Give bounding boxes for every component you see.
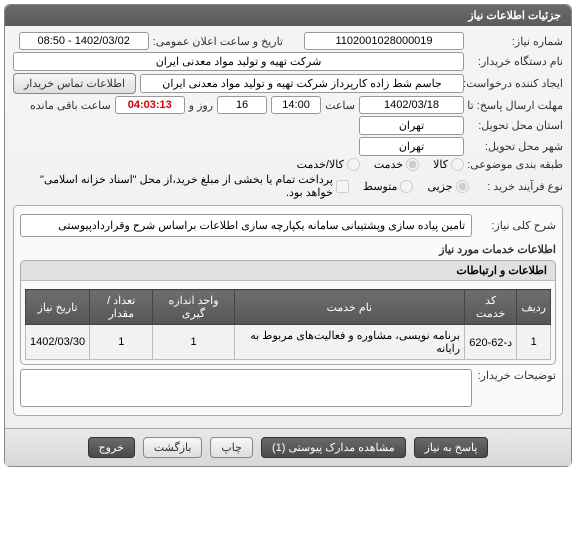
deadline-time: 14:00 [271, 96, 321, 114]
radio-both-label: کالا/خدمت [297, 158, 344, 171]
remain-label: ساعت باقی مانده [30, 99, 111, 112]
radio-motevaset-label: متوسط [363, 180, 398, 193]
buyer-notes-label: توضیحات خریدار: [476, 369, 556, 382]
table-row[interactable]: 1 د-62-620 برنامه نویسی، مشاوره و فعالیت… [26, 325, 551, 360]
comm-header: اطلاعات و ارتباطات [21, 261, 555, 281]
need-no-value: 1102001028000019 [304, 32, 464, 50]
th-name: نام خدمت [234, 290, 464, 325]
td-code: د-62-620 [465, 325, 517, 360]
th-row: ردیف [517, 290, 551, 325]
announce-label: تاریخ و ساعت اعلان عمومی: [153, 35, 283, 48]
td-qty: 1 [90, 325, 153, 360]
services-label: اطلاعات خدمات مورد نیاز [439, 244, 556, 256]
announce-value: 1402/03/02 - 08:50 [19, 32, 149, 50]
desc-title-text: تامین پیاده سازی وپشتیبانی سامانه یکپارچ… [20, 214, 472, 237]
radio-khadamat[interactable]: خدمت [374, 158, 419, 171]
reply-button[interactable]: پاسخ به نیاز [414, 437, 489, 458]
td-unit: 1 [153, 325, 234, 360]
panel-title: جزئیات اطلاعات نیاز [5, 5, 571, 26]
province-label: استان محل تحویل: [468, 119, 563, 132]
city-value: تهران [359, 137, 464, 156]
radio-motevaset[interactable]: متوسط [363, 180, 414, 193]
days-value: 16 [217, 96, 267, 114]
creator-label: ایجاد کننده درخواست: [468, 77, 563, 90]
print-button[interactable]: چاپ [210, 437, 253, 458]
desc-title-label: شرح کلی نیاز: [476, 219, 556, 232]
radio-khadamat-label: خدمت [374, 158, 403, 171]
time-label-1: ساعت [325, 99, 355, 112]
province-value: تهران [359, 116, 464, 135]
note-label: پرداخت تمام یا بخشی از مبلغ خرید،از محل … [13, 173, 333, 199]
td-row: 1 [517, 325, 551, 360]
city-label: شهر محل تحویل: [468, 140, 563, 153]
process-label: نوع فرآیند خرید : [473, 180, 563, 193]
services-table: ردیف کد خدمت نام خدمت واحد اندازه گیری ت… [25, 289, 551, 360]
buyer-org-value: شرکت تهیه و تولید مواد معدنی ایران [13, 52, 464, 71]
class-label: طبقه بندی موضوعی: [468, 158, 563, 171]
action-bar: پاسخ به نیاز مشاهده مدارک پیوستی (1) چاپ… [5, 428, 571, 466]
radio-kala-label: کالا [433, 158, 448, 171]
th-code: کد خدمت [465, 290, 517, 325]
td-date: 1402/03/30 [26, 325, 90, 360]
creator-value: جاسم شط زاده کارپرداز شرکت تهیه و تولید … [140, 74, 464, 93]
th-unit: واحد اندازه گیری [153, 290, 234, 325]
td-name: برنامه نویسی، مشاوره و فعالیت‌های مربوط … [234, 325, 464, 360]
countdown-timer: 04:03:13 [115, 96, 185, 114]
th-qty: تعداد / مقدار [90, 290, 153, 325]
process-radio-group: جزیی متوسط پرداخت تمام یا بخشی از مبلغ خ… [13, 173, 469, 199]
panel-body: شماره نیاز: 1102001028000019 تاریخ و ساع… [5, 26, 571, 428]
radio-kala[interactable]: کالا [433, 158, 464, 171]
radio-jozi[interactable]: جزیی [427, 180, 468, 193]
class-radio-group: کالا خدمت کالا/خدمت [297, 158, 464, 171]
back-button[interactable]: بازگشت [143, 437, 203, 458]
deadline-label: مهلت ارسال پاسخ: تا تاریخ: [468, 99, 563, 112]
buyer-notes-box [20, 369, 472, 407]
description-panel: شرح کلی نیاز: تامین پیاده سازی وپشتیبانی… [13, 205, 563, 416]
radio-both[interactable]: کالا/خدمت [297, 158, 360, 171]
checkbox-note[interactable]: پرداخت تمام یا بخشی از مبلغ خرید،از محل … [13, 173, 349, 199]
buyer-org-label: نام دستگاه خریدار: [468, 55, 563, 68]
need-details-panel: جزئیات اطلاعات نیاز شماره نیاز: 11020010… [4, 4, 572, 467]
th-date: تاریخ نیاز [26, 290, 90, 325]
contact-buyer-button[interactable]: اطلاعات تماس خریدار [13, 73, 136, 94]
days-label: روز و [189, 99, 213, 112]
attachments-button[interactable]: مشاهده مدارک پیوستی (1) [261, 437, 406, 458]
radio-jozi-label: جزیی [427, 180, 452, 193]
exit-button[interactable]: خروج [88, 437, 135, 458]
services-sub-panel: اطلاعات و ارتباطات ردیف کد خدمت نام خدمت… [20, 260, 556, 365]
need-no-label: شماره نیاز: [468, 35, 563, 48]
deadline-date: 1402/03/18 [359, 96, 464, 114]
